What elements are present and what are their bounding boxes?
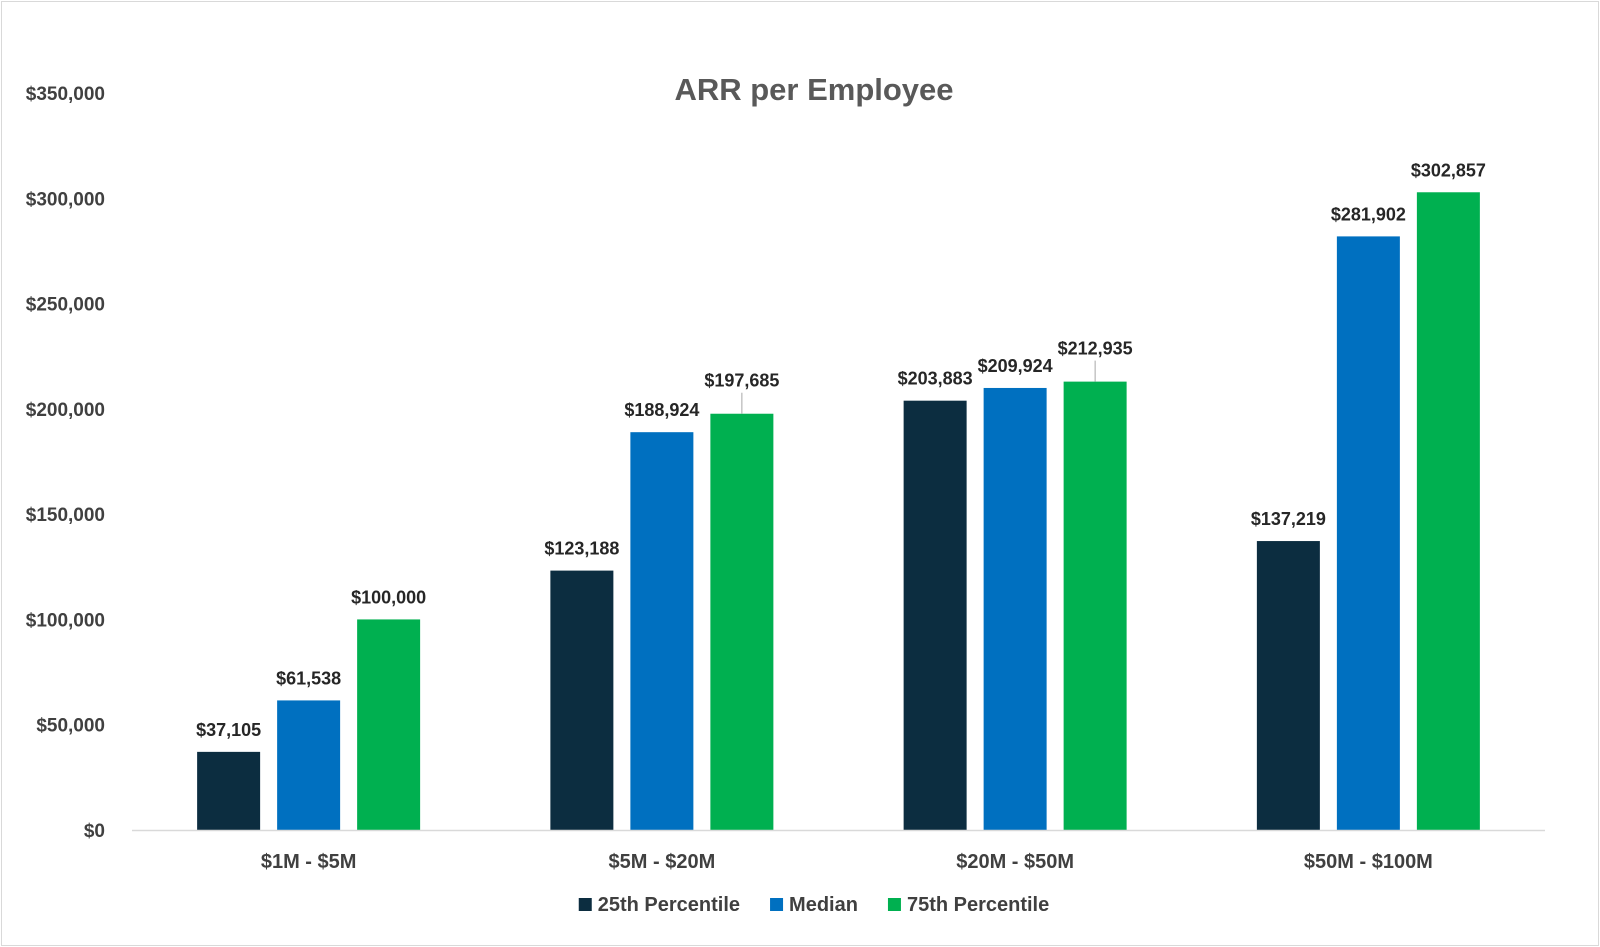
bars: [197, 192, 1480, 831]
x-tick-label: $20M - $50M: [956, 851, 1074, 873]
x-tick-label: $5M - $20M: [609, 851, 716, 873]
y-tick-label: $150,000: [26, 505, 105, 526]
data-label: $137,219: [1251, 509, 1326, 529]
bar: [630, 432, 694, 830]
y-axis: $0 $50,000 $100,000 $150,000 $200,000 $250,00…: [26, 84, 105, 842]
y-tick-label: $250,000: [26, 295, 105, 316]
y-tick-label: $350,000: [26, 84, 105, 105]
data-label: $37,105: [196, 720, 261, 740]
chart-title: ARR per Employee: [674, 72, 953, 107]
bar: [1336, 236, 1400, 831]
legend-swatch: [578, 898, 592, 911]
legend-item: 25th Percentile: [578, 894, 740, 916]
bar: [277, 700, 341, 830]
x-tick-label: $50M - $100M: [1304, 851, 1433, 873]
y-tick-label: $200,000: [26, 400, 105, 421]
y-tick-label: $300,000: [26, 189, 105, 210]
legend-label: 25th Percentile: [598, 894, 740, 916]
data-label: $302,857: [1411, 160, 1486, 180]
legend-swatch: [887, 898, 901, 911]
bar: [550, 570, 614, 830]
data-label: $188,924: [624, 400, 699, 420]
y-tick-label: $100,000: [26, 610, 105, 631]
bar: [903, 400, 967, 830]
data-label: $100,000: [351, 587, 426, 607]
legend-item: 75th Percentile: [887, 894, 1049, 916]
data-label: $281,902: [1331, 204, 1406, 224]
bar: [1256, 541, 1320, 830]
data-labels: $37,105$61,538$100,000$123,188$188,924$1…: [196, 160, 1486, 740]
bar: [710, 413, 774, 830]
legend-item: Median: [770, 894, 858, 916]
data-label: $212,935: [1058, 339, 1133, 359]
bar: [357, 619, 421, 830]
y-tick-label: $50,000: [36, 716, 105, 737]
data-label: $61,538: [276, 668, 341, 688]
y-tick-label: $0: [84, 821, 105, 842]
bar: [1063, 381, 1127, 830]
data-label: $197,685: [704, 371, 779, 391]
x-axis: $1M - $5M $5M - $20M $20M - $50M $50M - $10…: [132, 829, 1545, 873]
legend: 25th Percentile Median 75th Percentile: [578, 894, 1049, 916]
bar: [197, 751, 261, 830]
legend-label: Median: [789, 894, 858, 916]
legend-label: 75th Percentile: [907, 894, 1049, 916]
data-label: $123,188: [544, 539, 619, 559]
data-label: $209,924: [978, 356, 1053, 376]
data-label: $203,883: [898, 369, 973, 389]
bar: [983, 387, 1047, 830]
bar: [1416, 192, 1480, 831]
legend-swatch: [770, 898, 784, 911]
x-tick-label: $1M - $5M: [261, 851, 357, 873]
